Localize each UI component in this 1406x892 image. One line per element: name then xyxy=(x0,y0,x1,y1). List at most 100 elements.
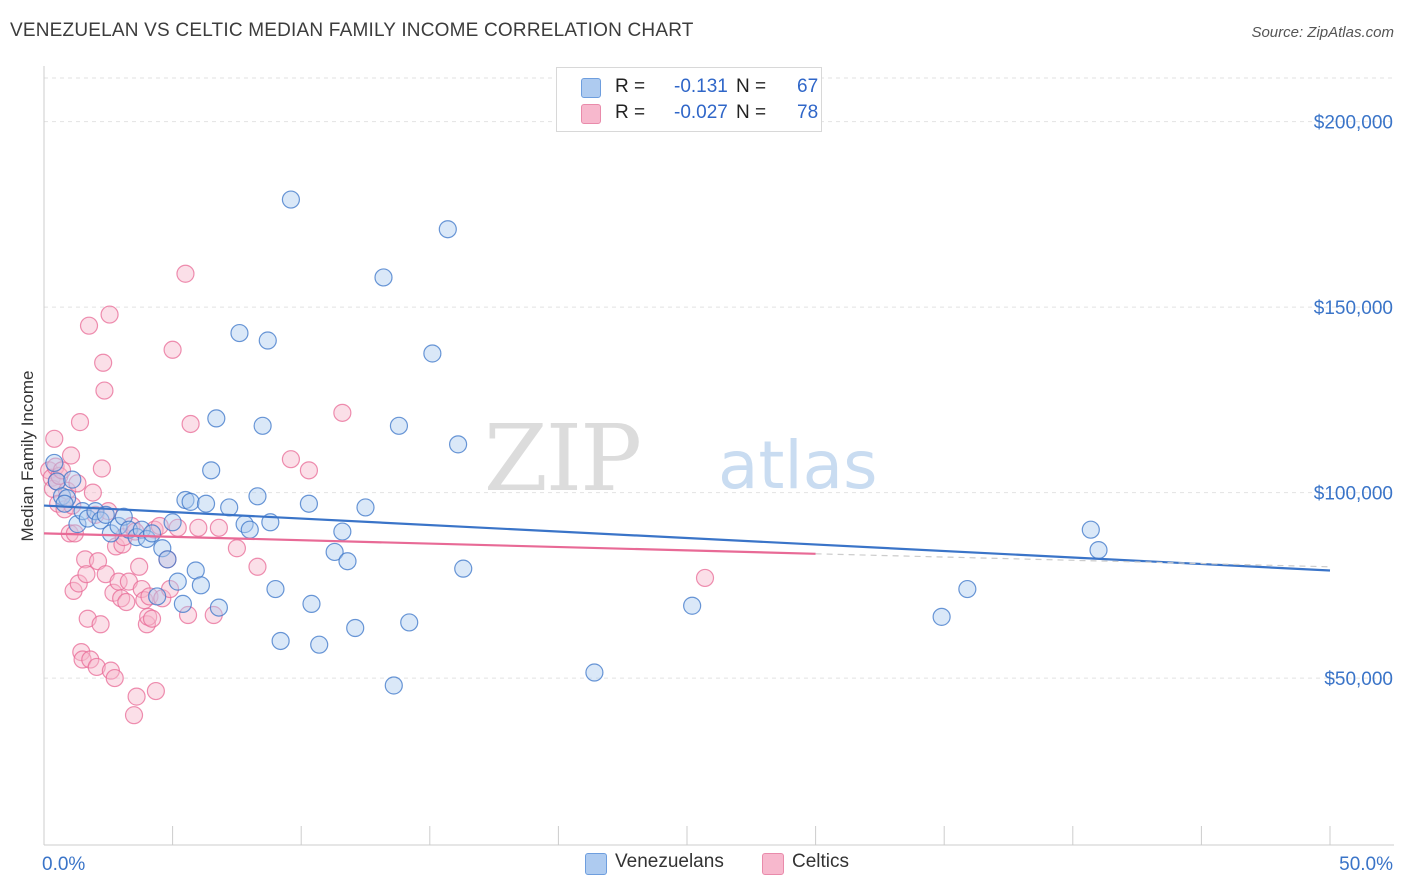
data-point-celtics xyxy=(142,609,162,628)
data-point-venezuelans xyxy=(266,579,285,599)
bottom-legend-label-celtics: Celtics xyxy=(792,851,850,872)
data-point-celtics xyxy=(132,579,151,599)
y-tick-label: $150,000 xyxy=(1314,298,1393,319)
data-point-venezuelans xyxy=(137,529,156,549)
data-point-celtics xyxy=(45,429,64,448)
data-point-celtics xyxy=(281,450,301,469)
watermark-zip: ZIP xyxy=(484,405,640,512)
legend-r-label: R = xyxy=(615,102,646,123)
data-point-celtics xyxy=(137,615,156,634)
watermark-atlas: atlas xyxy=(718,427,878,504)
data-point-venezuelans xyxy=(346,618,365,638)
data-point-venezuelans xyxy=(1089,540,1108,560)
data-point-celtics xyxy=(100,305,119,324)
trend-extension-celtics xyxy=(815,553,1331,568)
data-point-celtics xyxy=(105,668,124,688)
data-point-venezuelans xyxy=(958,579,977,599)
data-point-venezuelans xyxy=(91,511,110,530)
y-axis-label: Median Family Income xyxy=(18,370,37,541)
trend-lines xyxy=(43,504,1331,572)
data-point-celtics xyxy=(130,557,149,576)
data-point-venezuelans xyxy=(101,524,120,543)
axis-ticks: $50,000 $100,000 $150,000 $200,000 0.0% 50.0% xyxy=(42,113,1393,875)
bottom-legend-swatch-celtics xyxy=(762,853,784,875)
data-point-celtics xyxy=(79,316,99,335)
data-point-celtics xyxy=(70,413,90,432)
data-point-venezuelans xyxy=(202,461,221,480)
data-point-venezuelans xyxy=(240,520,259,539)
grid-lines xyxy=(44,77,1394,679)
legend-r-value: -0.131 xyxy=(674,76,728,97)
legend-n-label: N = xyxy=(736,102,767,123)
data-point-venezuelans xyxy=(585,663,604,682)
bottom-legend-label-venezuelans: Venezuelans xyxy=(615,851,724,872)
data-point-venezuelans xyxy=(55,494,74,513)
data-point-celtics xyxy=(69,574,88,593)
legend-swatch-venezuelans xyxy=(581,78,601,98)
data-point-celtics xyxy=(124,706,144,725)
data-point-celtics xyxy=(83,483,102,502)
series-venezuelans xyxy=(45,190,1108,695)
data-point-venezuelans xyxy=(119,520,138,539)
data-point-venezuelans xyxy=(173,594,192,613)
data-point-celtics xyxy=(181,414,200,434)
data-point-celtics xyxy=(146,681,165,701)
data-point-venezuelans xyxy=(683,596,702,615)
data-point-celtics xyxy=(91,615,110,634)
correlation-legend: R = -0.131 N = 67 R = -0.027 N = 78 xyxy=(556,67,822,132)
data-point-venezuelans xyxy=(230,323,249,343)
data-point-celtics xyxy=(87,657,106,677)
data-point-celtics xyxy=(61,446,81,465)
y-tick-label: $100,000 xyxy=(1314,484,1393,505)
trend-line-venezuelans xyxy=(43,504,1331,572)
data-point-venezuelans xyxy=(63,470,82,489)
data-point-celtics xyxy=(77,565,96,584)
data-point-celtics xyxy=(117,592,136,612)
data-point-celtics xyxy=(695,568,715,588)
data-point-celtics xyxy=(333,403,352,422)
data-point-venezuelans xyxy=(374,268,393,287)
data-point-venezuelans xyxy=(96,505,115,524)
data-point-venezuelans xyxy=(209,598,228,617)
data-point-venezuelans xyxy=(248,487,267,506)
data-point-venezuelans xyxy=(196,494,216,513)
bottom-legend-swatch-venezuelans xyxy=(585,853,607,875)
axes xyxy=(43,66,1394,846)
data-point-venezuelans xyxy=(389,416,409,435)
data-point-venezuelans xyxy=(423,344,442,363)
chart-title: VENEZUELAN VS CELTIC MEDIAN FAMILY INCOM… xyxy=(10,20,694,41)
data-point-venezuelans xyxy=(220,498,239,517)
data-point-venezuelans xyxy=(325,542,344,562)
data-point-venezuelans xyxy=(356,498,375,517)
data-point-venezuelans xyxy=(338,552,357,571)
data-point-venezuelans xyxy=(253,416,272,435)
data-point-celtics xyxy=(163,340,182,359)
data-point-celtics xyxy=(176,264,195,283)
data-point-venezuelans xyxy=(158,550,177,569)
source-label: Source: ZipAtlas.com xyxy=(1251,24,1394,41)
legend-r-label: R = xyxy=(615,76,646,97)
data-point-venezuelans xyxy=(45,453,64,473)
legend-n-value: 67 xyxy=(797,76,819,97)
data-point-venezuelans xyxy=(191,576,210,595)
data-point-venezuelans xyxy=(333,522,352,541)
data-point-celtics xyxy=(95,381,114,400)
data-point-venezuelans xyxy=(310,635,329,654)
data-point-venezuelans xyxy=(132,520,151,539)
data-point-celtics xyxy=(127,687,146,706)
legend-r-value: -0.027 xyxy=(674,102,728,123)
data-point-venezuelans xyxy=(271,631,290,651)
data-point-celtics xyxy=(81,650,100,669)
data-point-venezuelans xyxy=(163,513,182,532)
data-point-venezuelans xyxy=(302,594,321,613)
data-point-celtics xyxy=(73,650,92,669)
data-point-venezuelans xyxy=(181,492,200,511)
data-point-celtics xyxy=(209,518,228,537)
trend-line-celtics xyxy=(43,532,816,555)
data-point-venezuelans xyxy=(448,435,468,454)
y-tick-label: $200,000 xyxy=(1314,113,1393,134)
data-point-venezuelans xyxy=(1081,520,1100,539)
data-point-celtics xyxy=(227,539,246,558)
data-point-venezuelans xyxy=(384,676,403,695)
